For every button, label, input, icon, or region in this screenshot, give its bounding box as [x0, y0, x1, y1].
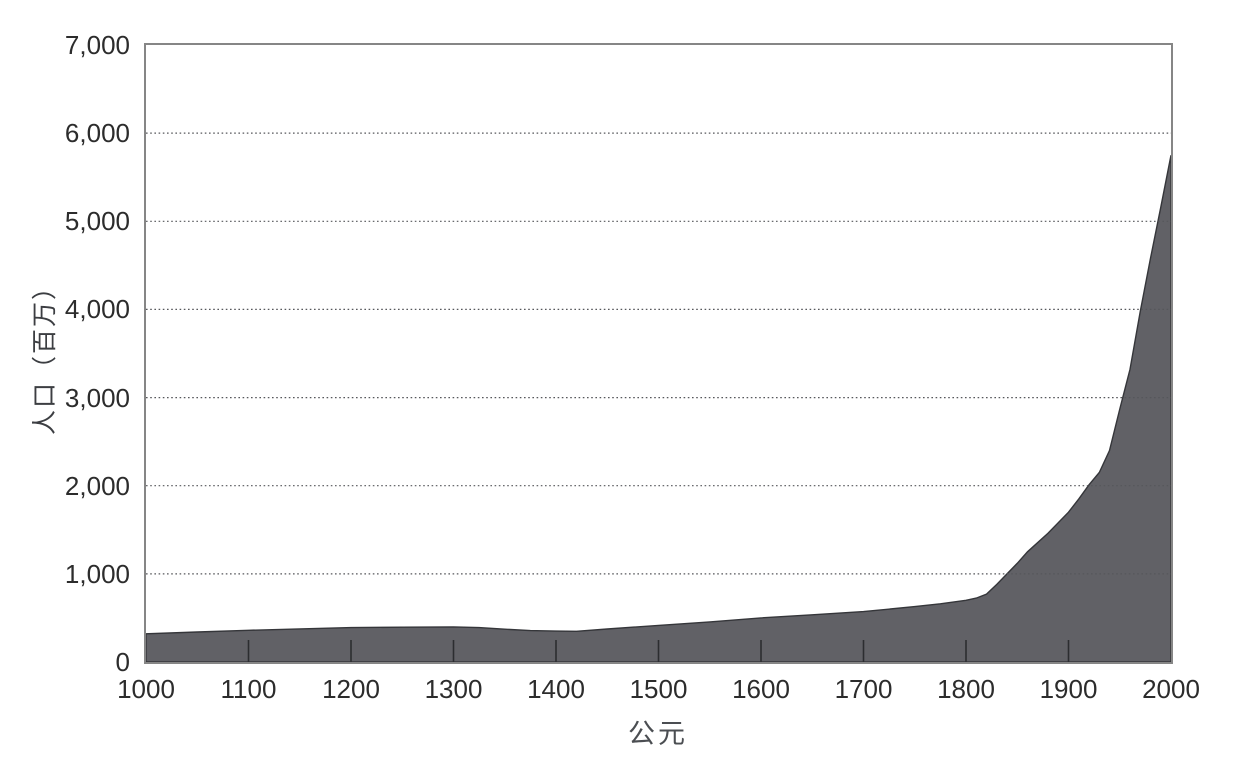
x-tick-label: 1800 [937, 674, 995, 704]
y-tick-label: 2,000 [64, 470, 130, 501]
y-tick-label: 6,000 [64, 118, 130, 149]
x-tick-label: 1100 [220, 674, 277, 704]
y-tick-label: 5,000 [64, 206, 130, 237]
y-tick-label: 1,000 [64, 558, 130, 589]
y-tick-label: 3,000 [64, 382, 130, 413]
x-tick-label: 1500 [629, 674, 688, 704]
y-axis-title: 人口（百万） [31, 273, 59, 436]
plot-border [144, 43, 1173, 664]
x-axis-labels: 1000 1100 1200 1300 1400 1500 1600 1700 1800 1900… [0, 674, 1246, 706]
x-tick-label: 1000 [117, 674, 175, 704]
y-tick-label: 4,000 [64, 294, 130, 325]
y-tick-label: 7,000 [64, 30, 130, 60]
x-axis-title: 公元 [628, 719, 688, 749]
x-tick-label: 1400 [527, 674, 585, 704]
x-tick-label: 1700 [834, 674, 893, 704]
x-tick-label: 2000 [1142, 674, 1200, 704]
x-tick-label: 1200 [322, 674, 380, 704]
x-tick-label: 1600 [732, 674, 790, 704]
x-tick-label: 1900 [1039, 674, 1098, 704]
population-area-series [145, 155, 1172, 663]
plot-area [144, 43, 1173, 664]
y-tick-label: 0 [115, 647, 130, 677]
x-tick-label: 1300 [424, 674, 483, 704]
